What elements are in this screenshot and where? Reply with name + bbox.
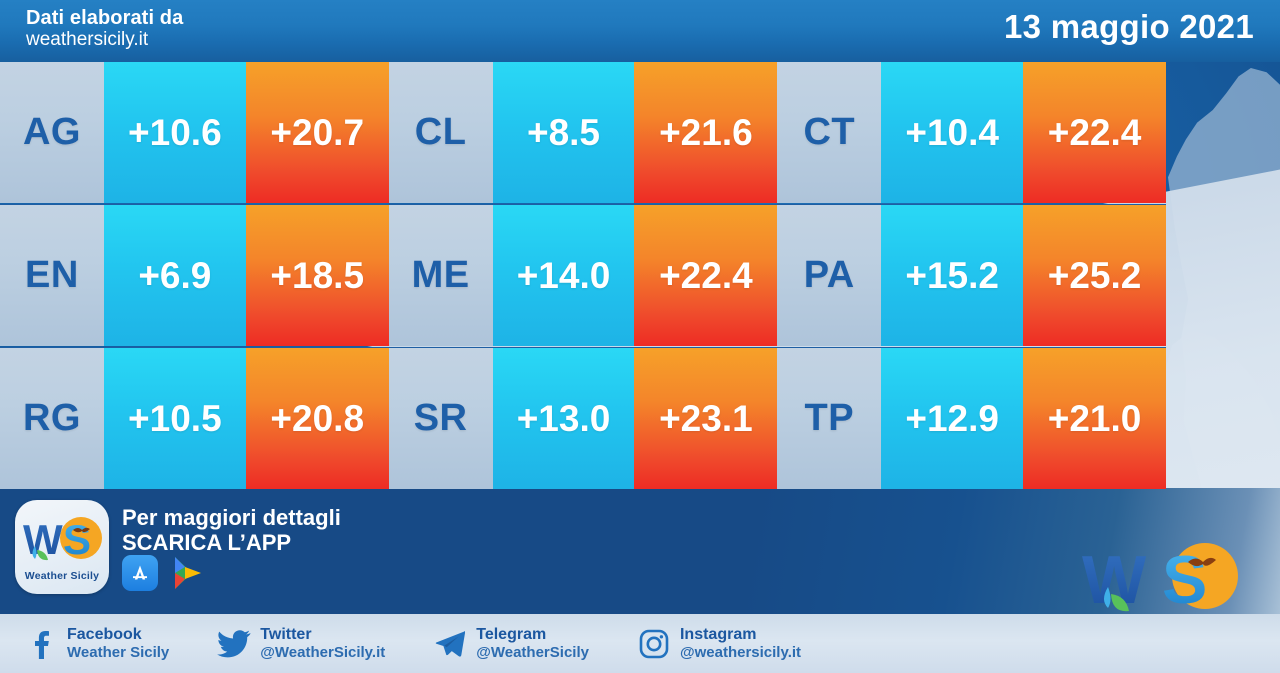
row-separator [0,204,1166,205]
province-cell: ME [388,205,493,346]
table-row: RG +10.5 +20.8 SR +13.0 +23.1 TP +12.9 +… [0,348,1166,489]
app-store-icon[interactable] [122,555,158,591]
app-store-glyph [133,565,147,580]
store-badges [122,555,206,591]
promo-line1: Per maggiori dettagli [122,505,341,530]
app-logo-badge: W S Weather Sicily [15,500,109,594]
table-row: AG +10.6 +20.7 CL +8.5 +21.6 CT +10.4 +2… [0,62,1166,203]
min-temp-cell: +12.9 [881,348,1024,489]
social-text: Twitter @WeatherSicily.it [260,626,385,662]
province-cell: CL [388,62,493,203]
min-temp-cell: +10.5 [103,348,246,489]
max-temp-cell: +22.4 [1023,62,1166,203]
header-bar: Dati elaborati da weathersicily.it 13 ma… [0,0,1280,62]
province-cell: PA [777,205,882,346]
instagram-icon [635,629,673,659]
telegram-icon [431,630,469,658]
temperature-grid: AG +10.6 +20.7 CL +8.5 +21.6 CT +10.4 +2… [0,62,1166,489]
app-promo-band: W S Weather Sicily Per maggiori dettagli… [0,489,1280,614]
table-row: EN +6.9 +18.5 ME +14.0 +22.4 PA +15.2 +2… [0,205,1166,346]
promo-band-background [0,488,1280,618]
promo-line2: SCARICA L’APP [122,530,292,556]
min-temp-cell: +6.9 [103,205,246,346]
min-temp-cell: +8.5 [492,62,635,203]
facebook-icon [22,629,60,659]
date-label: 13 maggio 2021 [1004,8,1254,45]
weather-sicily-logo-icon: W S [1082,542,1238,617]
max-temp-cell: +21.0 [1023,348,1166,489]
province-cell: TP [777,348,882,489]
max-temp-cell: +22.4 [634,205,778,346]
promo-text: Per maggiori dettagli SCARICA L’APP [122,505,341,555]
social-handle: @weathersicily.it [679,644,802,662]
google-play-icon[interactable] [170,555,206,591]
social-bar: Facebook Weather Sicily Twitter @Weather… [0,614,1280,673]
min-temp-cell: +13.0 [492,348,635,489]
province-cell: CT [777,62,882,203]
weather-sicily-logo-icon: W S [23,516,102,563]
max-temp-cell: +20.8 [245,348,389,489]
svg-text:S: S [63,516,91,563]
brand-credit-line1: Dati elaborati da [26,7,184,29]
max-temp-cell: +21.6 [634,62,778,203]
min-temp-cell: +14.0 [492,205,635,346]
brand-credit-line2: weathersicily.it [26,29,149,51]
social-handle: Weather Sicily [67,644,170,662]
social-name: Facebook [67,625,142,643]
app-logo-caption: Weather Sicily [24,570,100,582]
max-temp-cell: +18.5 [245,205,389,346]
max-temp-cell: +25.2 [1023,205,1166,346]
social-text: Telegram @WeatherSicily [476,626,589,662]
social-item-instagram[interactable]: Instagram @weathersicily.it [635,626,801,662]
twitter-icon [215,629,253,658]
svg-text:S: S [1162,542,1207,617]
max-temp-cell: +23.1 [634,348,778,489]
google-play-glyph [175,557,201,589]
social-item-facebook[interactable]: Facebook Weather Sicily [22,626,169,662]
social-handle: @WeatherSicily [476,644,589,662]
brand-credit: Dati elaborati da weathersicily.it [26,7,183,51]
social-handle: @WeatherSicily.it [260,644,386,662]
social-text: Facebook Weather Sicily [67,626,169,662]
max-temp-cell: +20.7 [245,62,389,203]
province-cell: AG [0,62,104,203]
social-text: Instagram @weathersicily.it [680,626,801,662]
min-temp-cell: +15.2 [881,205,1024,346]
province-cell: SR [388,348,493,489]
social-name: Instagram [679,625,757,643]
social-name: Telegram [476,625,547,643]
province-cell: EN [0,205,104,346]
social-item-twitter[interactable]: Twitter @WeatherSicily.it [215,626,385,662]
row-separator [0,347,1166,348]
min-temp-cell: +10.6 [103,62,246,203]
min-temp-cell: +10.4 [881,62,1024,203]
social-item-telegram[interactable]: Telegram @WeatherSicily [431,626,589,662]
province-cell: RG [0,348,104,489]
social-name: Twitter [260,625,312,643]
